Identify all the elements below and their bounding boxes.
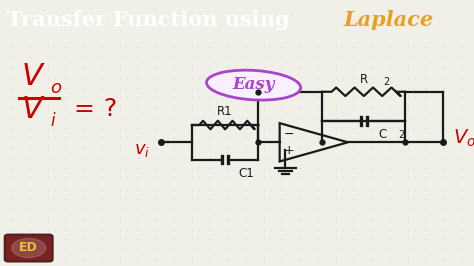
Text: C1: C1	[238, 167, 254, 180]
Text: R1: R1	[218, 105, 233, 118]
Ellipse shape	[207, 70, 301, 100]
Text: ED: ED	[19, 242, 38, 254]
Text: C: C	[378, 128, 386, 142]
Text: $i$: $i$	[50, 112, 56, 130]
Text: $V$: $V$	[21, 94, 46, 125]
Text: Transfer Function using: Transfer Function using	[7, 10, 297, 30]
Text: $v_i$: $v_i$	[134, 141, 150, 159]
Text: R: R	[360, 73, 368, 86]
Text: +: +	[283, 144, 294, 157]
Text: $=\,?$: $=\,?$	[69, 97, 117, 121]
Text: 2: 2	[383, 77, 389, 87]
Text: 2: 2	[398, 130, 404, 140]
Text: $V$: $V$	[21, 61, 46, 92]
Text: −: −	[283, 128, 294, 141]
Text: Laplace: Laplace	[344, 10, 434, 30]
Text: $o$: $o$	[50, 79, 62, 97]
Text: $V_o$: $V_o$	[453, 128, 474, 149]
Text: Easy: Easy	[232, 76, 275, 93]
Circle shape	[11, 238, 46, 257]
FancyBboxPatch shape	[5, 235, 53, 261]
